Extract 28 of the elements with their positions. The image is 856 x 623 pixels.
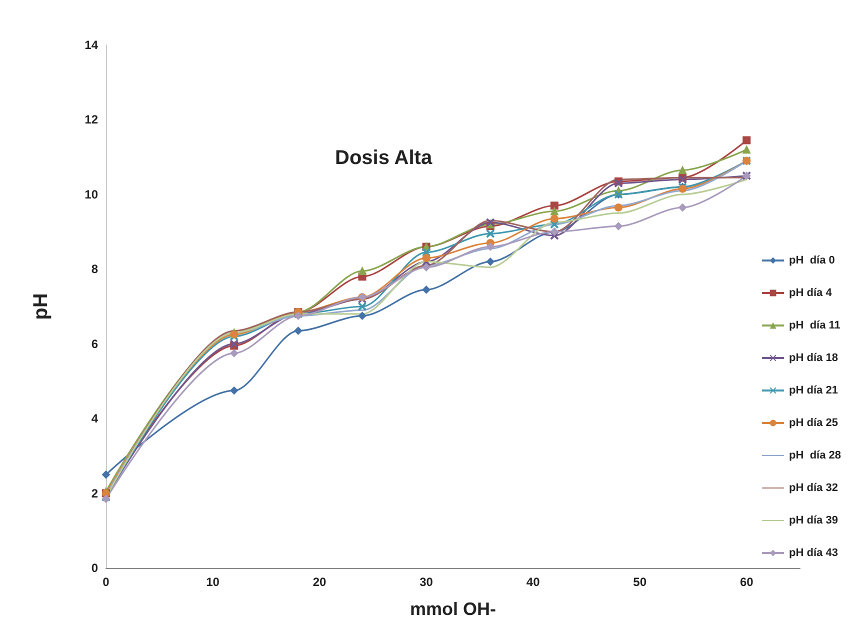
- y-tick-label: 8: [91, 262, 98, 276]
- y-tick-label: 6: [91, 336, 98, 351]
- y-tick-label: 4: [91, 412, 98, 426]
- legend-label: pH día 0: [789, 254, 835, 266]
- x-tick-label: 10: [206, 575, 220, 589]
- legend-label: pH día 25: [789, 417, 838, 429]
- y-tick-label: 2: [91, 486, 98, 500]
- legend-label: pH día 39: [789, 514, 838, 526]
- x-tick-label: 20: [312, 575, 327, 589]
- legend-label: pH día 28: [789, 450, 842, 462]
- x-tick-label: 60: [740, 575, 754, 589]
- x-tick-label: 0: [102, 575, 110, 589]
- legend-label: pH día 32: [789, 482, 838, 494]
- y-tick-label: 14: [84, 38, 98, 52]
- x-tick-label: 40: [526, 575, 540, 589]
- text: Dosis Alta: [335, 147, 433, 169]
- x-tick-label: 50: [633, 575, 647, 589]
- x-axis-title: mmol OH-: [410, 599, 496, 619]
- legend-label: pH día 4: [789, 287, 833, 299]
- legend-label: pH día 21: [789, 384, 838, 396]
- legend-label: pH día 11: [789, 320, 840, 332]
- legend-label: pH día 43: [789, 547, 838, 559]
- y-tick-label: 0: [91, 561, 98, 575]
- x-tick-label: 30: [420, 575, 434, 589]
- y-tick-label: 12: [84, 112, 98, 127]
- y-axis-title: pH: [30, 293, 52, 320]
- legend-label: pH día 18: [789, 352, 838, 364]
- y-tick-label: 10: [84, 187, 98, 202]
